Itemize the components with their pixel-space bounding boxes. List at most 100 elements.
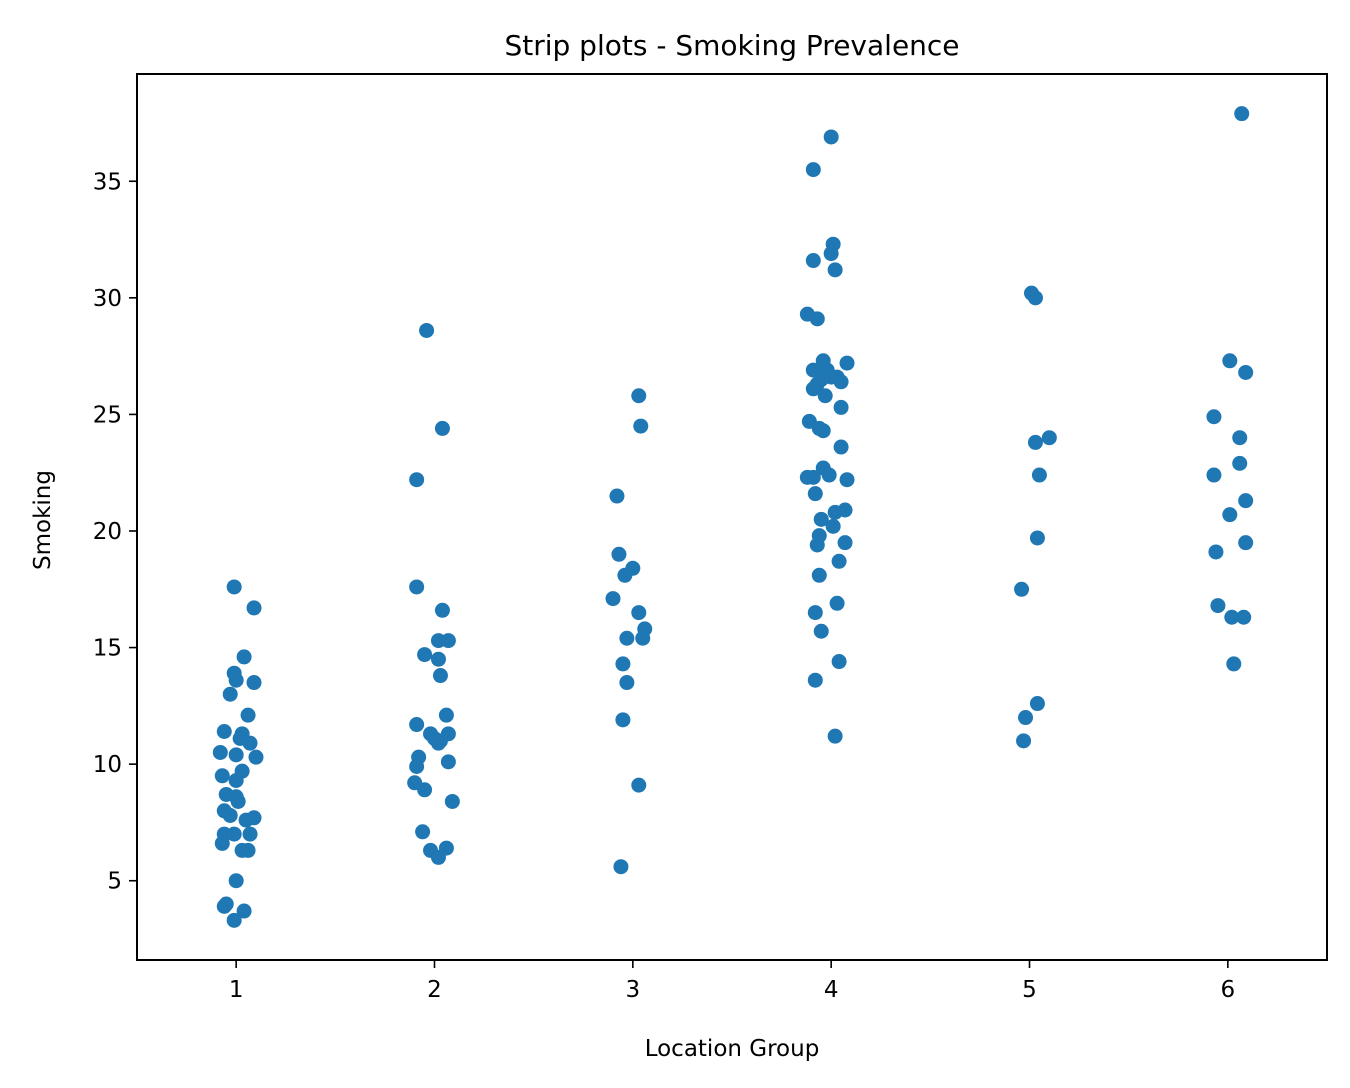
data-point xyxy=(226,912,242,928)
data-point xyxy=(236,649,252,665)
data-point xyxy=(807,486,823,502)
y-axis-label: Smoking xyxy=(30,470,56,570)
data-point xyxy=(635,630,651,646)
data-point xyxy=(809,537,825,553)
data-point xyxy=(1234,106,1250,122)
data-point xyxy=(1041,430,1057,446)
data-point xyxy=(615,712,631,728)
data-point xyxy=(440,754,456,770)
data-point xyxy=(615,656,631,672)
data-point xyxy=(821,467,837,483)
data-point xyxy=(214,768,230,784)
data-point xyxy=(1238,493,1254,509)
x-tick-label: 2 xyxy=(427,977,442,1003)
data-point xyxy=(839,472,855,488)
data-point xyxy=(831,553,847,569)
data-point xyxy=(1027,434,1043,450)
data-point xyxy=(1224,609,1240,625)
data-point xyxy=(246,600,262,616)
data-point xyxy=(1016,733,1032,749)
data-point xyxy=(415,824,431,840)
data-point xyxy=(440,633,456,649)
data-point xyxy=(228,672,244,688)
data-point xyxy=(430,735,446,751)
data-point xyxy=(236,903,252,919)
data-point xyxy=(238,812,254,828)
ticks-layer: 1 2 3 4 5 6 5 10 15 20 25 30 35 xyxy=(93,169,1235,1003)
y-tick-label: 30 xyxy=(93,286,122,312)
data-point xyxy=(1232,430,1248,446)
data-point xyxy=(611,546,627,562)
y-tick-label: 5 xyxy=(107,869,122,895)
data-point xyxy=(813,623,829,639)
data-point xyxy=(246,675,262,691)
data-point xyxy=(613,859,629,875)
data-point xyxy=(1238,364,1254,380)
data-point xyxy=(1027,290,1043,306)
data-point xyxy=(434,420,450,436)
data-point xyxy=(228,747,244,763)
x-tick-label: 1 xyxy=(229,977,244,1003)
data-point xyxy=(811,567,827,583)
y-tick-label: 25 xyxy=(93,402,122,428)
data-point xyxy=(617,567,633,583)
chart-title: Strip plots - Smoking Prevalence xyxy=(504,29,959,62)
data-point xyxy=(817,388,833,404)
data-point xyxy=(831,654,847,670)
data-point xyxy=(222,807,238,823)
data-point xyxy=(815,423,831,439)
data-point xyxy=(242,735,258,751)
data-point xyxy=(212,744,228,760)
data-point xyxy=(833,439,849,455)
data-point xyxy=(809,311,825,327)
data-point xyxy=(1014,581,1030,597)
data-point xyxy=(1031,467,1047,483)
data-point xyxy=(1222,353,1238,369)
y-tick-label: 15 xyxy=(93,636,122,662)
data-point xyxy=(1029,530,1045,546)
data-point xyxy=(430,849,446,865)
data-point xyxy=(1206,467,1222,483)
data-point xyxy=(1029,696,1045,712)
x-tick-label: 5 xyxy=(1022,977,1037,1003)
data-point xyxy=(222,686,238,702)
data-point xyxy=(823,129,839,145)
data-point xyxy=(1232,455,1248,471)
data-point xyxy=(216,724,232,740)
data-point xyxy=(1222,507,1238,523)
data-point xyxy=(240,707,256,723)
y-tick-label: 35 xyxy=(93,169,122,195)
data-point xyxy=(1018,710,1034,726)
data-point xyxy=(409,579,425,595)
data-point xyxy=(432,668,448,684)
x-tick-label: 3 xyxy=(626,977,641,1003)
data-point xyxy=(218,896,234,912)
data-point xyxy=(805,162,821,178)
data-point xyxy=(248,749,264,765)
data-point xyxy=(833,399,849,415)
data-point xyxy=(825,518,841,534)
data-point xyxy=(1226,656,1242,672)
x-axis-label: Location Group xyxy=(645,1036,820,1062)
data-point xyxy=(827,262,843,278)
data-point xyxy=(813,511,829,527)
data-point xyxy=(444,793,460,809)
data-point xyxy=(619,675,635,691)
y-tick-label: 10 xyxy=(93,752,122,778)
data-point xyxy=(228,772,244,788)
data-point xyxy=(434,602,450,618)
data-point xyxy=(807,605,823,621)
data-point xyxy=(823,246,839,262)
data-point xyxy=(409,472,425,488)
data-point xyxy=(633,418,649,434)
data-point xyxy=(417,647,433,663)
data-point xyxy=(1210,598,1226,614)
data-point xyxy=(807,672,823,688)
data-point xyxy=(438,707,454,723)
data-point xyxy=(805,381,821,397)
data-point xyxy=(214,835,230,851)
data-point xyxy=(827,728,843,744)
data-point xyxy=(430,651,446,667)
data-point xyxy=(805,253,821,269)
